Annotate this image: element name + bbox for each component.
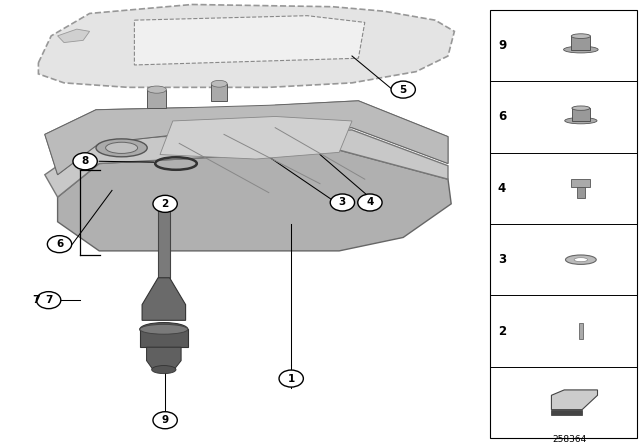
Text: 4: 4 (498, 182, 506, 195)
Circle shape (73, 153, 97, 170)
Circle shape (153, 195, 177, 212)
Text: 2: 2 (161, 199, 169, 209)
Text: 9: 9 (498, 39, 506, 52)
Bar (158, 197, 170, 278)
Polygon shape (134, 16, 365, 65)
Ellipse shape (572, 106, 590, 110)
Bar (572, 179, 591, 187)
Polygon shape (58, 150, 451, 251)
Polygon shape (58, 29, 90, 43)
Text: 4: 4 (366, 198, 374, 207)
Text: 6: 6 (56, 239, 63, 249)
Text: 6: 6 (498, 110, 506, 124)
Circle shape (391, 81, 415, 98)
Ellipse shape (140, 323, 188, 336)
Circle shape (47, 236, 72, 253)
Text: 8: 8 (81, 156, 89, 166)
Text: 7: 7 (45, 295, 52, 305)
Polygon shape (147, 347, 181, 370)
Bar (147, 90, 166, 108)
Bar (490, 10, 637, 438)
Circle shape (36, 292, 61, 309)
Text: 1: 1 (287, 374, 295, 383)
Text: 3: 3 (498, 253, 506, 266)
Ellipse shape (564, 46, 598, 53)
Ellipse shape (572, 34, 591, 39)
Bar (572, 36, 591, 50)
Bar (579, 323, 583, 339)
Text: 2: 2 (498, 324, 506, 338)
Circle shape (330, 194, 355, 211)
Ellipse shape (211, 80, 227, 87)
Bar (211, 84, 227, 101)
Ellipse shape (152, 366, 176, 374)
Polygon shape (45, 101, 448, 175)
Text: 258364: 258364 (552, 435, 587, 444)
Text: 3: 3 (339, 198, 346, 207)
Polygon shape (269, 101, 448, 164)
Bar (140, 329, 188, 347)
Polygon shape (552, 390, 598, 409)
Text: 7: 7 (33, 295, 40, 305)
Ellipse shape (564, 117, 597, 124)
Circle shape (153, 412, 177, 429)
Polygon shape (38, 4, 454, 87)
Circle shape (279, 370, 303, 387)
Polygon shape (45, 130, 448, 197)
Ellipse shape (147, 86, 166, 93)
Text: 5: 5 (399, 85, 407, 95)
Ellipse shape (106, 142, 138, 153)
Text: 9: 9 (161, 415, 169, 425)
Polygon shape (142, 278, 186, 320)
Ellipse shape (574, 258, 588, 262)
Polygon shape (45, 108, 192, 175)
Circle shape (358, 194, 382, 211)
Polygon shape (552, 409, 582, 415)
Ellipse shape (566, 255, 596, 264)
Bar (572, 108, 590, 121)
Ellipse shape (140, 324, 188, 334)
Polygon shape (160, 116, 352, 159)
Ellipse shape (96, 139, 147, 157)
Bar (577, 187, 585, 198)
